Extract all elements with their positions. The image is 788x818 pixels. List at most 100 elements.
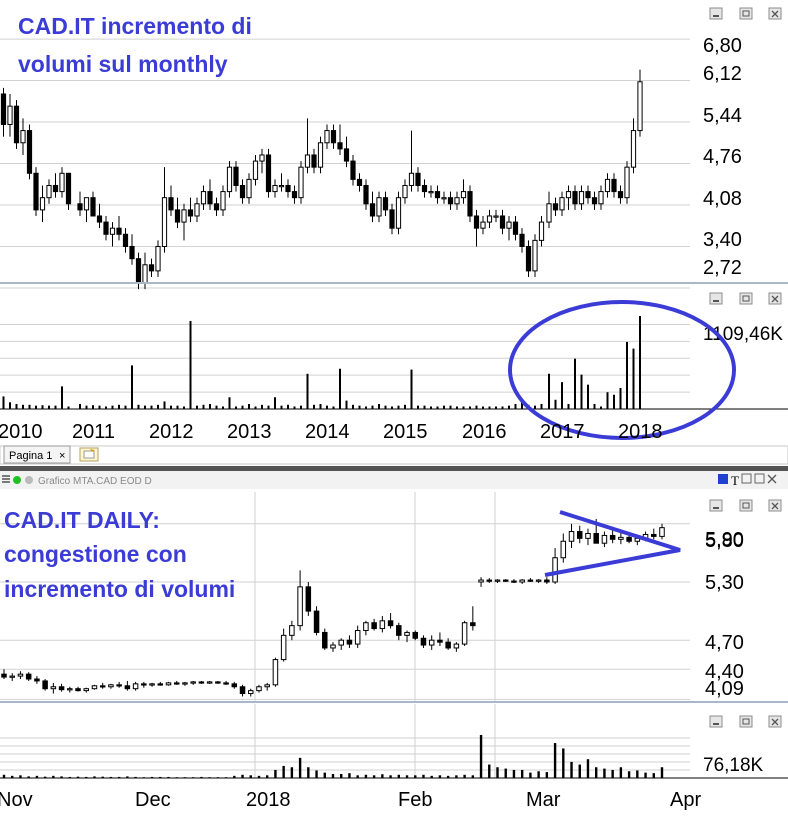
minimize-icon <box>713 507 719 509</box>
daily-candle <box>552 548 558 584</box>
close-icon[interactable] <box>767 474 777 484</box>
daily-candle <box>412 630 418 641</box>
monthly-candle <box>246 173 252 204</box>
monthly-volume-bar <box>462 406 465 409</box>
maximize-icon <box>742 295 750 302</box>
monthly-candle <box>363 179 369 210</box>
monthly-candle <box>90 191 96 217</box>
monthly-volume-bar <box>326 405 328 409</box>
minimize-button[interactable] <box>709 7 723 20</box>
tab-pagina-1[interactable] <box>3 445 71 464</box>
window-tool-icon[interactable] <box>741 473 752 484</box>
monthly-candle-body <box>519 233 525 247</box>
monthly-candle-body <box>356 178 363 186</box>
monthly-candle <box>304 118 311 174</box>
monthly-price-tick: 5,44 <box>703 105 742 127</box>
daily-candle-body <box>519 579 525 583</box>
daily-volume-bar <box>611 769 614 778</box>
monthly-candle <box>200 185 207 210</box>
daily-candle <box>609 529 616 544</box>
monthly-candle <box>33 167 39 216</box>
menu-icon[interactable] <box>2 475 10 483</box>
daily-volume-bar <box>512 769 516 778</box>
monthly-volume-bar <box>280 405 283 409</box>
monthly-candle <box>480 215 486 235</box>
monthly-candle <box>454 191 460 210</box>
daily-volume-bar <box>307 767 310 778</box>
monthly-candle-body <box>441 197 447 200</box>
daily-candle <box>478 577 484 587</box>
daily-candle-body <box>124 685 131 690</box>
monthly-volume-bar <box>98 405 101 409</box>
monthly-volume-bar <box>632 348 635 409</box>
monthly-candle <box>519 228 525 253</box>
minimize-button[interactable] <box>709 499 723 512</box>
daily-candle <box>34 676 40 684</box>
monthly-candle <box>525 240 532 277</box>
monthly-candle <box>0 87 7 137</box>
monthly-candle-body <box>311 154 317 168</box>
pane-splitter[interactable] <box>0 466 788 471</box>
monthly-volume-bar <box>417 405 419 409</box>
daily-volume-bar <box>134 776 137 778</box>
monthly-candle-body <box>239 184 246 199</box>
tab-close-icon[interactable]: × <box>59 450 65 462</box>
monthly-candle-body <box>77 203 83 211</box>
monthly-candle-body <box>103 221 109 235</box>
daily-volume-bar <box>117 776 121 778</box>
daily-volume-bar <box>537 771 540 778</box>
monthly-candle-body <box>382 197 389 211</box>
monthly-candle-body <box>122 233 129 247</box>
monthly-price-tick: 6,80 <box>703 35 742 57</box>
minimize-button[interactable] <box>709 292 723 305</box>
daily-candle <box>297 570 303 631</box>
maximize-button[interactable] <box>739 499 753 512</box>
color-square-icon[interactable] <box>718 474 728 484</box>
monthly-volume-bar <box>306 373 309 409</box>
daily-candle-body <box>371 622 377 630</box>
monthly-candle-body <box>207 191 213 205</box>
daily-candle <box>124 680 131 691</box>
maximize-button[interactable] <box>739 292 753 305</box>
monthly-candle-body <box>246 178 252 199</box>
daily-candle <box>256 684 262 693</box>
monthly-candle-body <box>272 184 278 193</box>
monthly-candle <box>585 185 591 204</box>
monthly-candle-body <box>565 191 572 199</box>
monthly-candle <box>512 215 519 241</box>
monthly-candle-body <box>617 191 624 199</box>
daily-volume-grid <box>0 704 690 778</box>
daily-candle-body <box>502 579 509 582</box>
monthly-candle <box>103 215 109 241</box>
monthly-candle-body <box>552 203 559 211</box>
restore-tool-icon[interactable] <box>754 473 765 484</box>
monthly-candle <box>617 185 624 204</box>
daily-candle-body <box>601 534 608 544</box>
monthly-volume-bar <box>28 404 31 409</box>
maximize-icon <box>742 10 750 17</box>
minimize-button[interactable] <box>709 715 723 728</box>
monthly-volume-bar <box>593 403 596 409</box>
maximize-button[interactable] <box>739 7 753 20</box>
monthly-volume-bar <box>436 406 439 409</box>
daily-candle <box>535 579 542 583</box>
daily-candle <box>149 682 155 687</box>
monthly-candle-body <box>585 191 591 199</box>
daily-candle-body <box>34 678 40 682</box>
maximize-button[interactable] <box>739 715 753 728</box>
daily-candle-body <box>445 641 451 649</box>
monthly-candle-body <box>129 245 135 260</box>
daily-candle <box>231 681 238 689</box>
monthly-candle <box>194 197 200 223</box>
daily-volume-bar <box>603 768 606 778</box>
monthly-volume-bar <box>508 405 510 409</box>
monthly-volume-bar <box>482 406 484 409</box>
close-icon <box>771 718 779 726</box>
daily-candle-body <box>437 639 443 643</box>
monthly-candle <box>77 191 83 216</box>
monthly-candle-body <box>0 93 7 125</box>
text-tool-icon[interactable]: T <box>731 473 739 488</box>
daily-candle-body <box>651 533 657 537</box>
daily-volume-bar <box>446 775 450 778</box>
daily-candle-body <box>593 533 599 544</box>
